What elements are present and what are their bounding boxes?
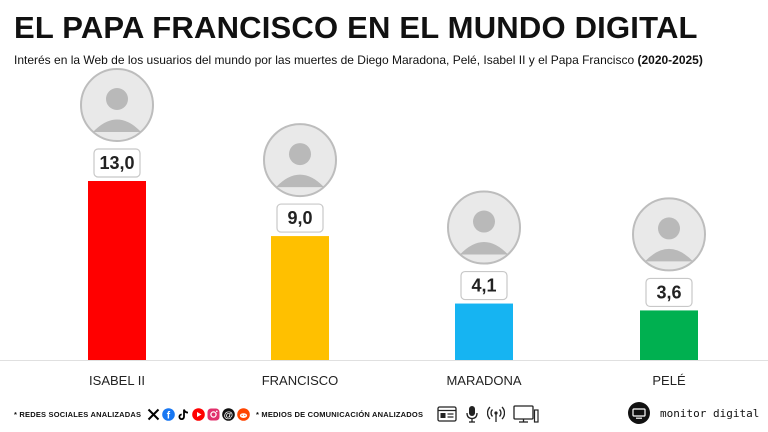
bar-maradona <box>455 303 513 360</box>
svg-text:@: @ <box>224 410 233 421</box>
media-legend: * MEDIOS DE COMUNICACIÓN ANALIZADOS <box>256 403 541 425</box>
portrait-head-pele <box>658 217 680 240</box>
portrait-body-pele <box>645 248 693 262</box>
portrait-head-maradona <box>473 210 495 233</box>
microphone-icon <box>466 406 478 423</box>
bar-francisco <box>271 236 329 360</box>
chart-title: EL PAPA FRANCISCO EN EL MUNDO DIGITAL <box>14 10 698 45</box>
category-label-pele: PELÉ <box>652 373 686 388</box>
instagram-icon <box>207 408 220 420</box>
value-label-francisco: 9,0 <box>287 208 312 228</box>
brand-name: monitor digital <box>660 406 760 420</box>
brand: monitor digital <box>628 402 759 424</box>
category-label-francisco: FRANCISCO <box>262 373 339 388</box>
value-label-isabel-ii: 13,0 <box>99 153 134 173</box>
category-label-maradona: MARADONA <box>446 373 521 388</box>
bar-chart: 13,0 ISABEL II 9,0 FRANCISCO 4,1 MARADONA 3,6 P… <box>0 68 768 388</box>
value-label-box-isabel-ii <box>93 148 141 178</box>
reddit-icon <box>237 407 251 421</box>
subtitle-range: (2020-2025) <box>637 53 703 67</box>
portrait-body-isabel-ii <box>93 119 141 132</box>
portrait-body-maradona <box>460 242 508 255</box>
tv-icon <box>513 405 539 423</box>
portrait-head-isabel-ii <box>106 88 128 110</box>
web-icon <box>437 406 457 422</box>
radio-icon <box>487 406 506 422</box>
portrait-head-francisco <box>289 143 311 166</box>
bar-isabel-ii <box>88 181 146 360</box>
threads-icon: @ <box>222 407 236 421</box>
chart-subtitle: Interés en la Web de los usuarios del mu… <box>14 53 703 67</box>
subtitle-text: Interés en la Web de los usuarios del mu… <box>14 53 635 67</box>
monitor-digital-logo-icon <box>628 402 650 424</box>
social-networks-legend: * REDES SOCIALES ANALIZADAS f @ <box>14 403 252 425</box>
facebook-icon: f <box>162 407 176 421</box>
media-label: * MEDIOS DE COMUNICACIÓN ANALIZADOS <box>256 409 424 419</box>
category-label-isabel-ii: ISABEL II <box>89 373 145 388</box>
value-label-maradona: 4,1 <box>471 276 496 296</box>
value-label-box-maradona <box>460 270 508 301</box>
social-networks-label: * REDES SOCIALES ANALIZADAS <box>14 409 142 419</box>
value-label-box-francisco <box>276 203 324 233</box>
youtube-icon <box>192 407 206 421</box>
value-label-box-pele <box>645 277 693 308</box>
tiktok-icon <box>178 408 189 420</box>
value-label-pele: 3,6 <box>656 282 681 302</box>
x-icon <box>148 408 160 420</box>
svg-text:f: f <box>167 410 171 421</box>
bar-pele <box>640 310 698 360</box>
portrait-body-francisco <box>276 174 324 188</box>
